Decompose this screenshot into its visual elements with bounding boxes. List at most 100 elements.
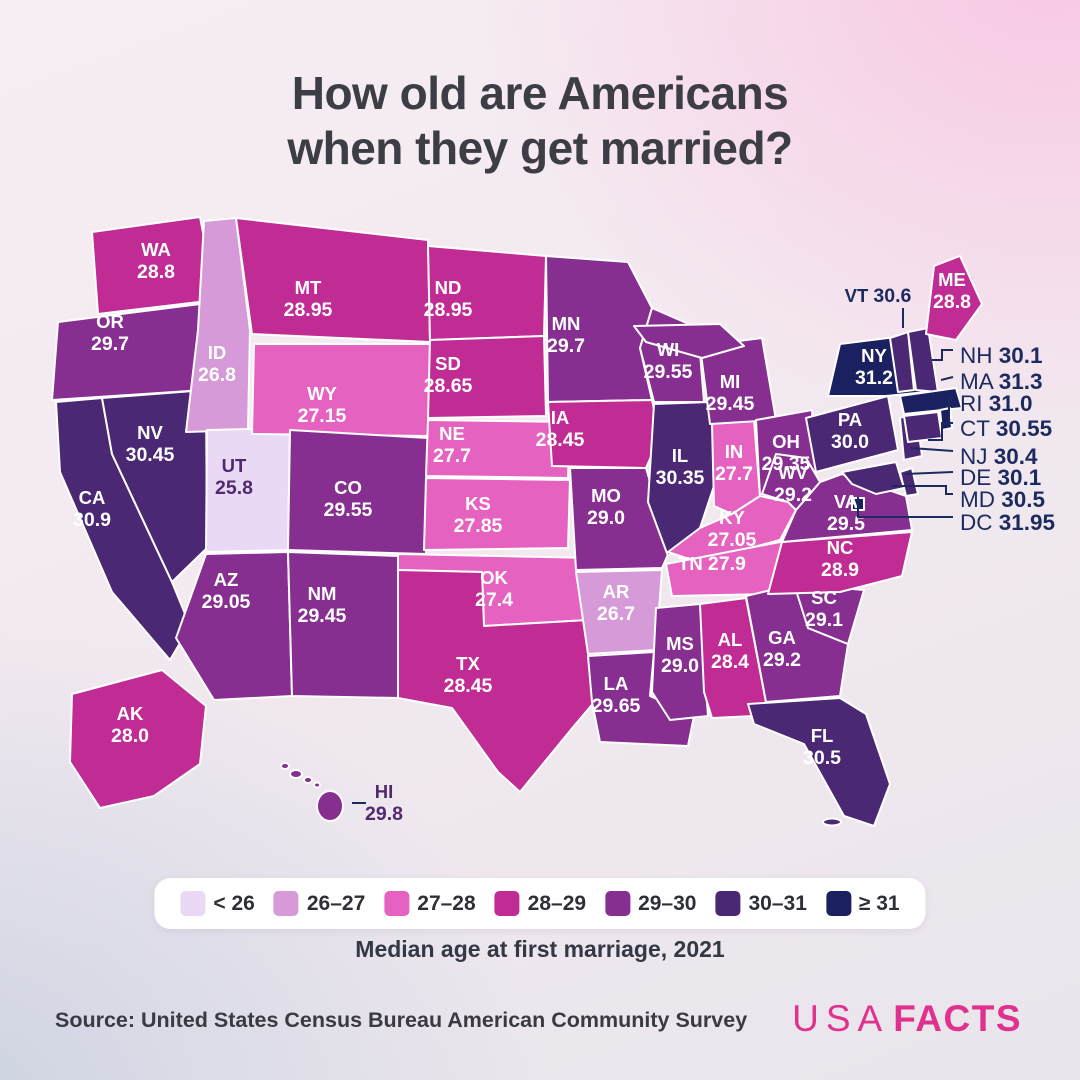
legend-item-3: 27–28	[384, 891, 476, 916]
state-label-nm: NM 29.45	[298, 583, 347, 627]
legend-swatch-5	[605, 891, 631, 916]
state-shape-az	[175, 551, 293, 701]
legend-item-7: ≥ 31	[825, 891, 900, 916]
legend-swatch-1	[180, 891, 206, 916]
callout-label-nj: NJ 30.4	[960, 444, 1038, 469]
legend-label-6: 30–31	[748, 891, 807, 915]
legend-item-5: 29–30	[605, 891, 696, 916]
callout-line-nh	[932, 349, 953, 361]
state-label-ca: CA 30.9	[73, 487, 111, 531]
state-label-co: CO 29.55	[324, 477, 373, 521]
state-shape-ct	[903, 411, 943, 443]
source-text: Source: United States Census Bureau Amer…	[55, 1008, 748, 1032]
state-label-id: ID 26.8	[198, 342, 236, 386]
state-shape-sd	[427, 335, 547, 419]
state-label-ar: AR 26.7	[597, 581, 635, 625]
usafacts-logo-facts: FACTS	[893, 998, 1022, 1039]
state-shape-ks	[423, 477, 571, 551]
legend-swatch-3	[384, 891, 410, 916]
state-label-mn: MN 29.7	[547, 313, 585, 357]
callout-line-dc	[857, 497, 953, 518]
map-legend: < 26 26–27 27–28 28–29 29–30 30–31 ≥ 31	[154, 878, 926, 929]
legend-item-6: 30–31	[715, 891, 807, 916]
state-label-nv: NV 30.45	[126, 422, 175, 466]
state-label-me: ME 28.8	[933, 269, 971, 313]
legend-item-4: 28–29	[494, 891, 587, 916]
state-label-fl: FL 30.5	[803, 725, 841, 769]
state-label-sd: SD 28.65	[424, 353, 473, 397]
state-label-la: LA 29.65	[592, 673, 641, 717]
state-shape-fl-island1	[822, 817, 842, 827]
legend-swatch-4	[494, 891, 520, 916]
legend-swatch-2	[273, 891, 299, 916]
state-label-hi: HI 29.8	[365, 781, 403, 825]
state-shape-hi-island4	[303, 776, 313, 784]
state-label-oh: OH 29.35	[762, 431, 811, 475]
legend-label-2: 26–27	[306, 891, 366, 915]
state-label-ok: OK 27.4	[475, 567, 513, 611]
legend-label-1: < 26	[213, 891, 255, 915]
callout-line-de	[904, 471, 954, 475]
legend-label-7: ≥ 31	[858, 891, 900, 915]
legend-swatch-7	[825, 891, 851, 916]
state-label-mt: MT 28.95	[284, 277, 333, 321]
callout-label-md: MD 30.5	[960, 487, 1045, 512]
state-shape-ne	[425, 419, 571, 479]
title-line-1: How old are Americans	[291, 67, 789, 119]
state-label-pa: PA 30.0	[831, 409, 869, 453]
state-label-wv: WV 29.2	[774, 462, 812, 506]
state-label-wi: WI 29.55	[644, 339, 693, 383]
state-label-nc: NC 28.9	[821, 537, 859, 581]
state-label-az: AZ 29.05	[202, 569, 251, 613]
page-title: How old are Americans when they get marri…	[0, 66, 1080, 176]
legend-item-2: 26–27	[273, 891, 366, 916]
map-caption: Median age at first marriage, 2021	[355, 936, 725, 962]
state-shape-ms	[651, 603, 709, 721]
state-label-ne: NE 27.7	[433, 423, 471, 467]
usafacts-logo-usa: USA	[792, 998, 890, 1039]
state-label-ga: GA 29.2	[763, 627, 801, 671]
state-label-mo: MO 29.0	[587, 485, 625, 529]
state-label-tn: TN 27.9	[678, 553, 746, 575]
callout-label-ct: CT 30.55	[960, 416, 1052, 441]
state-shape-pa	[805, 395, 899, 473]
state-label-ia: IA 28.45	[536, 407, 585, 451]
state-shape-vt	[889, 331, 915, 393]
state-shape-me	[925, 255, 983, 341]
callout-label-dc: DC 31.95	[960, 510, 1055, 535]
state-shape-nc	[767, 531, 913, 595]
legend-label-4: 28–29	[527, 891, 587, 915]
state-label-va: VA 29.5	[827, 491, 865, 535]
state-label-il: IL 30.35	[656, 445, 705, 489]
callout-label-ma: MA 31.3	[960, 369, 1043, 394]
state-label-wy: WY 27.15	[298, 383, 347, 427]
legend-swatch-6	[715, 891, 741, 916]
usafacts-logo: USA FACTS	[792, 998, 1022, 1040]
state-shape-md	[841, 461, 905, 495]
state-shape-hi-island1	[316, 790, 344, 822]
state-shape-fl	[747, 697, 891, 827]
callout-line-ma	[940, 376, 954, 381]
legend-label-5: 29–30	[638, 891, 697, 915]
state-shape-mt	[235, 217, 431, 343]
state-label-sc: SC 29.1	[805, 587, 843, 631]
title-line-2: when they get married?	[287, 122, 793, 175]
state-label-ks: KS 27.85	[454, 493, 503, 537]
state-shape-hi-island5	[313, 781, 321, 789]
state-shape-ak	[69, 669, 207, 809]
state-label-al: AL 28.4	[711, 629, 749, 673]
state-shape-mi-part2	[633, 323, 745, 359]
state-label-wa: WA 28.8	[137, 239, 175, 283]
state-shape-hi-island3	[280, 762, 290, 770]
state-label-ak: AK 28.0	[111, 703, 149, 747]
state-label-nd: ND 28.95	[424, 277, 473, 321]
state-shape-nv	[101, 389, 208, 583]
legend-label-3: 27–28	[417, 891, 476, 915]
callout-line-ct	[928, 422, 953, 441]
state-label-ms: MS 29.0	[661, 633, 699, 677]
callout-line-nj	[910, 447, 954, 452]
state-label-ut: UT 25.8	[215, 455, 253, 499]
legend-item-1: < 26	[180, 891, 255, 916]
callout-label-nh: NH 30.1	[960, 343, 1043, 368]
